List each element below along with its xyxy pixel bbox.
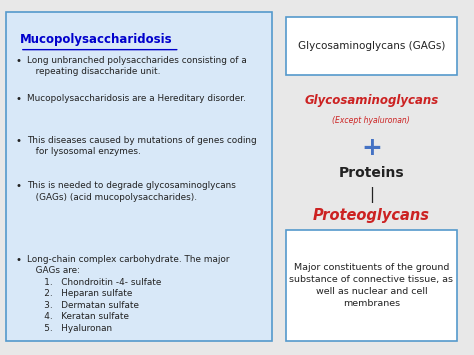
Text: Mucopolysaccharidosis: Mucopolysaccharidosis	[20, 33, 173, 46]
Text: Long-chain complex carbohydrate. The major
   GAGs are:
      1.   Chondroitin -: Long-chain complex carbohydrate. The maj…	[27, 255, 229, 333]
Text: +: +	[361, 136, 382, 160]
Text: •: •	[15, 94, 21, 104]
FancyBboxPatch shape	[6, 12, 272, 340]
Text: Long unbranched polysaccharides consisting of a
   repeating disaccharide unit.: Long unbranched polysaccharides consisti…	[27, 56, 246, 76]
Text: Proteoglycans: Proteoglycans	[313, 208, 430, 223]
Text: •: •	[15, 56, 21, 66]
Text: Proteins: Proteins	[338, 166, 404, 180]
Text: Major constituents of the ground
substance of connective tissue, as
well as nucl: Major constituents of the ground substan…	[289, 263, 453, 308]
Text: This is needed to degrade glycosaminoglycans
   (GAGs) (acid mucopolysaccharides: This is needed to degrade glycosaminogly…	[27, 181, 236, 202]
FancyBboxPatch shape	[286, 230, 456, 340]
Text: Glycosaminoglycans: Glycosaminoglycans	[304, 94, 438, 107]
Text: (Except hyaluronan): (Except hyaluronan)	[332, 116, 410, 125]
FancyBboxPatch shape	[286, 17, 456, 75]
Text: •: •	[15, 255, 21, 265]
Text: Glycosaminoglycans (GAGs): Glycosaminoglycans (GAGs)	[298, 41, 445, 51]
Text: This diseases caused by mutations of genes coding
   for lysosomal enzymes.: This diseases caused by mutations of gen…	[27, 136, 256, 157]
Text: •: •	[15, 181, 21, 191]
Text: •: •	[15, 136, 21, 146]
Text: Mucopolysaccharidosis are a Hereditary disorder.: Mucopolysaccharidosis are a Hereditary d…	[27, 94, 246, 103]
Text: |: |	[369, 187, 374, 203]
